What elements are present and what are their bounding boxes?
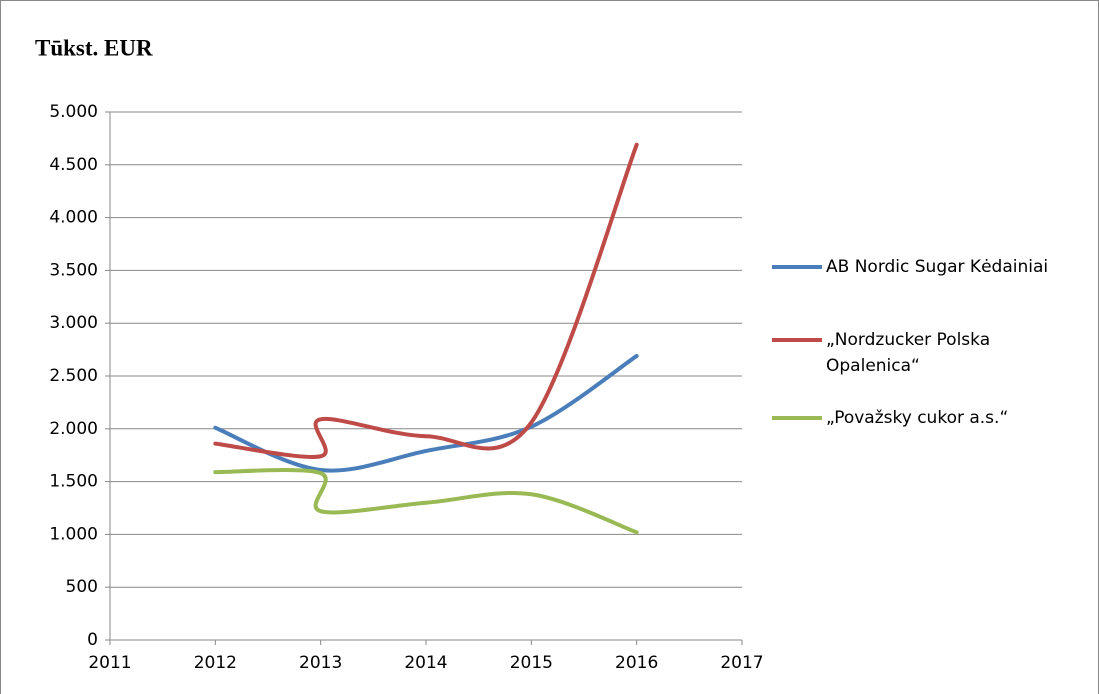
series-line [213, 468, 639, 535]
chart-title: Tūkst. EUR [35, 35, 153, 60]
x-tick-label: 2017 [720, 653, 763, 673]
y-tick-label: 500 [66, 577, 98, 597]
series-line [213, 353, 639, 473]
x-tick-label: 2014 [404, 653, 447, 673]
legend-label: AB Nordic Sugar Kėdainiai [826, 257, 1049, 277]
y-tick-label: 3.000 [49, 313, 98, 333]
series-line [213, 142, 639, 459]
y-tick-label: 4.000 [49, 208, 98, 228]
legend-label: „Nordzucker Polska Opalenica“ [826, 330, 991, 376]
y-tick-label: 3.500 [49, 260, 98, 280]
x-tick-label: 2015 [510, 653, 553, 673]
legend-label: „Považsky cukor a.s.“ [826, 408, 1009, 428]
y-tick-label: 0 [87, 630, 98, 650]
x-tick-label: 2011 [88, 653, 131, 673]
y-tick-label: 5.000 [49, 102, 98, 122]
x-tick-label: 2013 [299, 653, 342, 673]
y-tick-label: 4.500 [49, 155, 98, 175]
x-tick-label: 2016 [615, 653, 658, 673]
y-tick-label: 1.000 [49, 524, 98, 544]
y-tick-label: 2.500 [49, 366, 98, 386]
y-tick-label: 1.500 [49, 472, 98, 492]
x-tick-label: 2012 [194, 653, 237, 673]
y-tick-label: 2.000 [49, 419, 98, 439]
